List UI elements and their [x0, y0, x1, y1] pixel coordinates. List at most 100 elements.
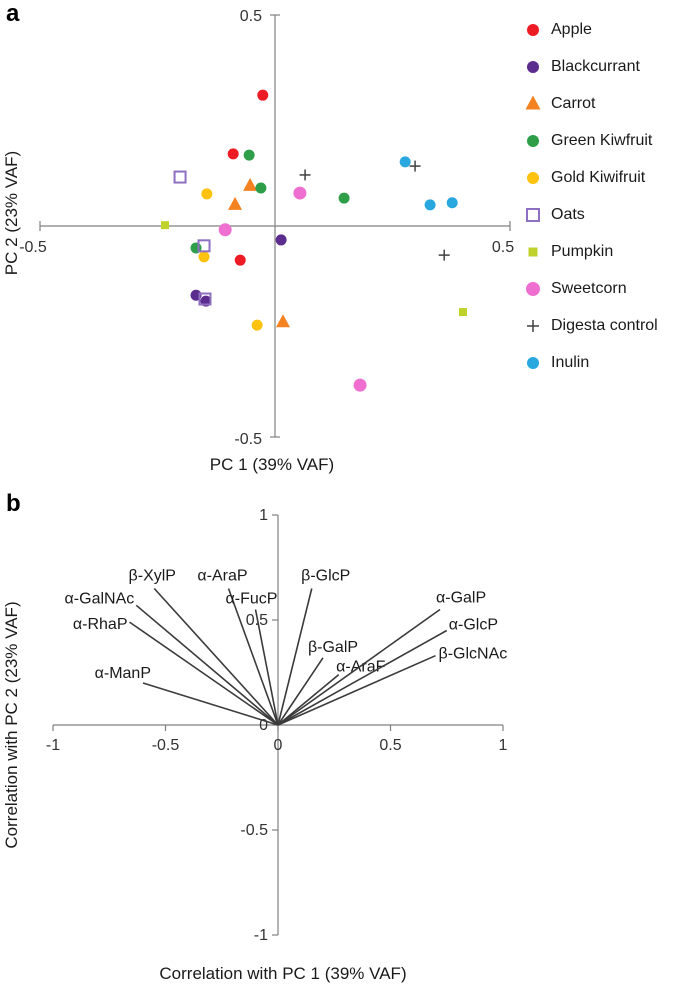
loading-label--arap: α-AraP [197, 568, 247, 585]
legend-item-oats: Oats [523, 196, 658, 233]
pumpkin-marker-shape [528, 247, 538, 256]
sweetcorn-point-1 [293, 186, 307, 200]
apple-point-1 [227, 148, 239, 160]
legend-item-carrot: Carrot [523, 85, 658, 122]
pumpkin-point-1 [459, 308, 467, 317]
oats-marker-icon [526, 207, 540, 222]
loading-label--glcnac: β-GlcNAc [439, 646, 508, 663]
loading-line--galp [277, 657, 324, 726]
series-carrot [228, 177, 290, 328]
legend-label-gold-kiwifruit: Gold Kiwifruit [551, 168, 646, 186]
panel-b-y-axis-title: Correlation with PC 2 (23% VAF) [2, 601, 21, 848]
gold-kiwifruit-point-0 [201, 188, 213, 200]
loading-line--glcp [277, 629, 448, 726]
panel-a-x-axis-title: PC 1 (39% VAF) [210, 455, 334, 474]
series-sweetcorn [218, 186, 367, 392]
oats-point-2 [198, 292, 212, 306]
series-pumpkin [161, 221, 467, 317]
legend-item-digesta-control: Digesta control [523, 307, 658, 344]
green-kiwfruit-point-2 [338, 192, 350, 204]
x-tick-label: 0 [274, 737, 283, 754]
legend-item-pumpkin: Pumpkin [523, 233, 658, 270]
panel-a-y-axis-title: PC 2 (23% VAF) [2, 151, 21, 275]
gold-kiwifruit-marker-shape [527, 171, 539, 184]
apple-point-2 [234, 254, 246, 266]
legend-label-carrot: Carrot [551, 94, 596, 112]
series-gold-kiwifruit [198, 188, 263, 331]
pumpkin-point-0 [161, 221, 170, 230]
legend-label-pumpkin: Pumpkin [551, 242, 614, 260]
loading-label--galnac: α-GalNAc [65, 590, 135, 607]
loading-line--glcnac [277, 654, 436, 726]
digesta-control-point-2 [438, 249, 450, 261]
x-tick-label: 1 [499, 737, 508, 754]
digesta-control-point-0 [299, 169, 311, 181]
series-green-kiwfruit [190, 149, 350, 254]
gold-kiwifruit-point-2 [251, 319, 263, 331]
blackcurrant-marker-shape [527, 60, 539, 73]
x-tick-label-right: 0.5 [492, 239, 514, 256]
green-kiwfruit-point-1 [255, 182, 267, 194]
y-tick-label: 1 [259, 507, 268, 524]
apple-marker-shape [527, 23, 539, 36]
loading-label--araf: α-AraF [336, 659, 385, 676]
y-tick-label-bottom: -0.5 [234, 431, 262, 448]
inulin-point-0 [399, 156, 411, 168]
loading-label--glcp: α-GlcP [449, 617, 498, 634]
loading-label--fucp: α-FucP [226, 591, 278, 608]
panel-a-legend: Apple Blackcurrant Carrot Green Kiwfruit Gol… [523, 11, 658, 381]
legend-label-inulin: Inulin [551, 353, 590, 371]
panel-a-scores-plot: 0.5 -0.5 -0.5 0.5 PC 1 (39% VAF) PC 2 (23% VA… [2, 8, 514, 474]
inulin-marker-icon [527, 356, 539, 369]
loading-line--galnac [135, 604, 279, 726]
loading-label--galp: α-GalP [436, 590, 486, 607]
legend-label-digesta-control: Digesta control [551, 316, 658, 334]
x-tick-label: -0.5 [152, 737, 180, 754]
digesta-control-marker-shape [527, 319, 539, 332]
oats-marker-shape [526, 207, 540, 222]
green-kiwfruit-point-0 [243, 149, 255, 161]
oats-point-1 [197, 239, 211, 253]
legend-item-green-kiwfruit: Green Kiwfruit [523, 122, 658, 159]
green-kiwfruit-marker-shape [527, 134, 539, 147]
loading-label--galp: β-GalP [308, 639, 358, 656]
apple-point-0 [257, 89, 269, 101]
loading-line--arap [227, 588, 279, 726]
series-digesta-control [299, 160, 450, 261]
panel-b-letter: b [6, 490, 21, 517]
blackcurrant-marker-icon [527, 60, 539, 73]
carrot-marker-icon [525, 95, 541, 109]
green-kiwfruit-marker-icon [527, 134, 539, 147]
y-tick-label: -0.5 [240, 822, 268, 839]
legend-label-oats: Oats [551, 205, 585, 223]
loading-line--fucp [254, 609, 279, 726]
digesta-control-point-1 [409, 160, 421, 172]
sweetcorn-point-0 [218, 223, 232, 237]
inulin-point-1 [424, 199, 436, 211]
inulin-marker-shape [527, 356, 539, 369]
gold-kiwifruit-marker-icon [527, 171, 539, 184]
panel-b-x-axis-title: Correlation with PC 1 (39% VAF) [159, 964, 406, 983]
blackcurrant-point-0 [275, 234, 287, 246]
panel-a-letter: a [6, 0, 20, 27]
legend-label-sweetcorn: Sweetcorn [551, 279, 627, 297]
digesta-control-marker-icon [527, 319, 539, 332]
loading-line--xylp [153, 587, 279, 726]
loading-label--xylp: β-XylP [129, 568, 176, 585]
series-inulin [399, 156, 458, 211]
panel-b-loadings-plot: -1-0.500.5110.50-0.5-1β-XylPα-AraPα-FucP… [2, 507, 508, 983]
apple-marker-icon [527, 23, 539, 36]
y-tick-label-top: 0.5 [240, 8, 262, 25]
gold-kiwifruit-point-1 [198, 251, 210, 263]
sweetcorn-point-2 [353, 378, 367, 392]
pumpkin-marker-icon [528, 247, 538, 256]
loading-label--glcp: β-GlcP [301, 568, 350, 585]
legend-item-apple: Apple [523, 11, 658, 48]
carrot-point-0 [243, 177, 258, 191]
sweetcorn-marker-icon [526, 281, 540, 296]
loading-label--rhap: α-RhaP [73, 616, 128, 633]
carrot-point-1 [228, 196, 243, 210]
x-tick-label: -1 [46, 737, 60, 754]
sweetcorn-marker-shape [526, 281, 540, 296]
